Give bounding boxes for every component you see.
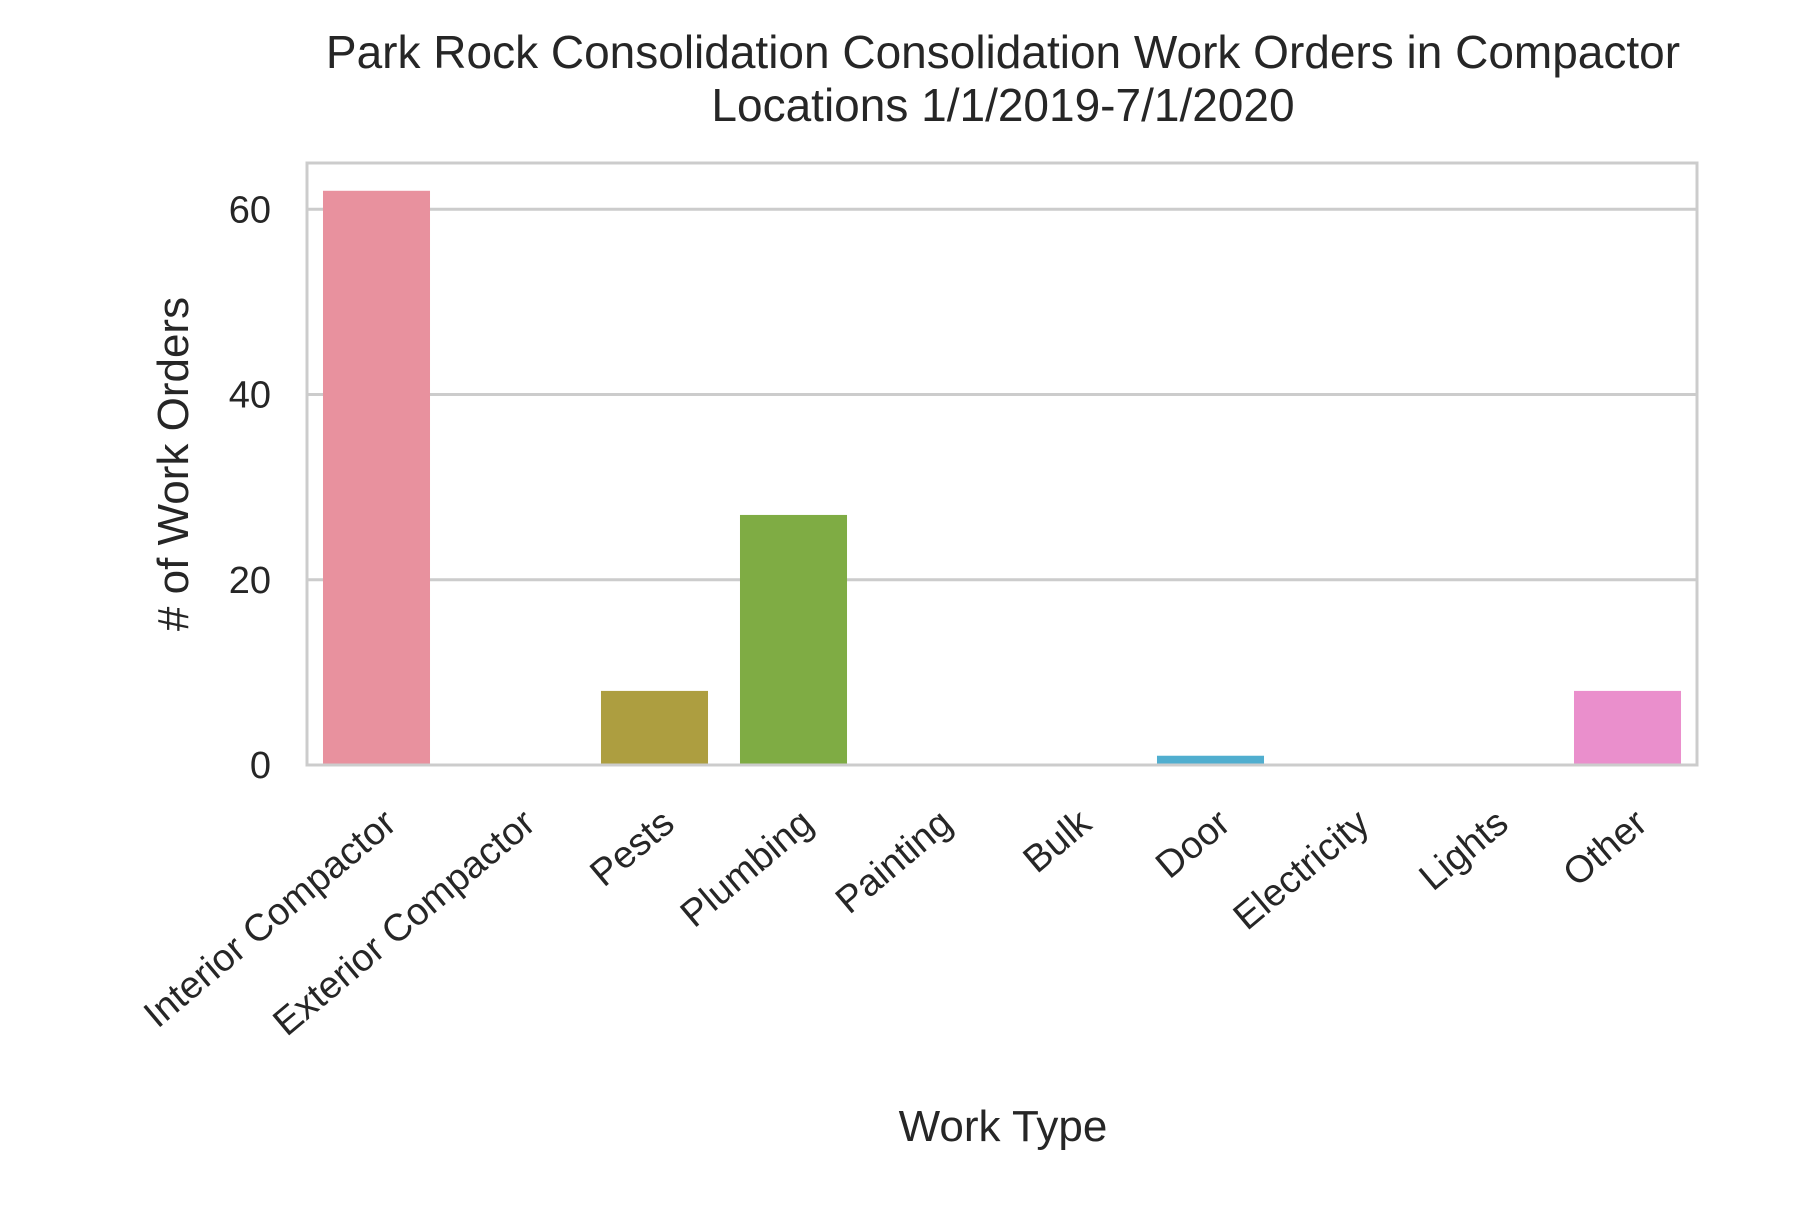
bar-interior-compactor [322, 190, 431, 766]
y-tick-label: 40 [229, 375, 271, 417]
x-tick-label: Door [1148, 802, 1238, 887]
y-axis-label: # of Work Orders [149, 297, 198, 631]
x-tick-label: Interior Compactor [136, 802, 404, 1037]
chart-title-line-2: Locations 1/1/2019-7/1/2020 [711, 79, 1294, 131]
gridlines [307, 207, 1697, 582]
bar-other [1573, 690, 1682, 765]
chart-title-line-1: Park Rock Consolidation Consolidation Wo… [326, 26, 1680, 78]
bar-pests [600, 690, 709, 765]
bar-plumbing [739, 514, 848, 765]
x-tick-label: Electricity [1226, 802, 1378, 939]
x-tick-label: Other [1555, 802, 1655, 895]
y-tick-label: 0 [250, 745, 271, 787]
y-tick-labels: 0 20 40 60 [229, 189, 271, 787]
bar-door [1156, 755, 1265, 765]
x-tick-label: Plumbing [673, 802, 821, 936]
x-tick-label: Lights [1412, 802, 1517, 899]
y-tick-label: 60 [229, 189, 271, 231]
x-tick-label: Exterior Compactor [266, 802, 544, 1045]
bars [322, 190, 1682, 766]
plot-frame [305, 161, 1699, 767]
x-tick-label: Pests [582, 802, 682, 895]
chart-title: Park Rock Consolidation Consolidation Wo… [326, 26, 1680, 131]
x-axis-label: Work Type [899, 1102, 1108, 1151]
y-tick-label: 20 [229, 560, 271, 602]
x-tick-label: Painting [828, 802, 960, 922]
x-tick-label: Bulk [1016, 801, 1100, 881]
